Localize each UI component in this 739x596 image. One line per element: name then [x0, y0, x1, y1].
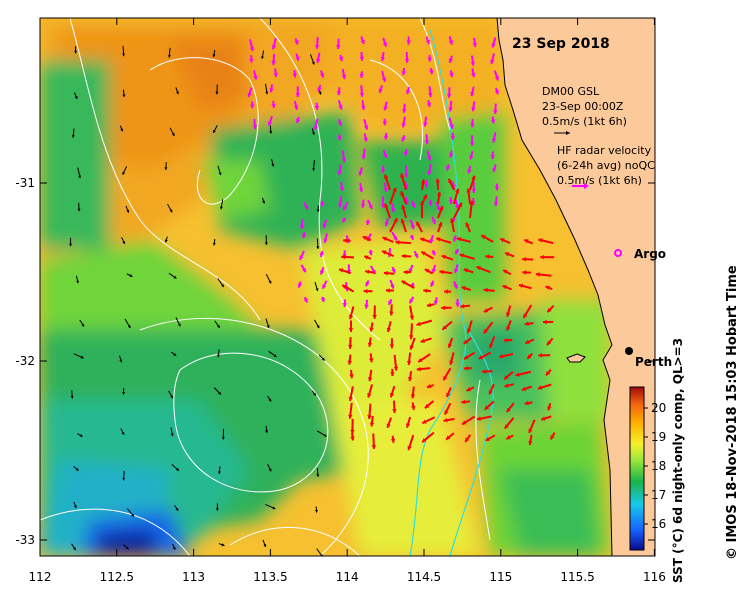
- lon-tick-label: 113: [182, 570, 205, 584]
- lon-tick-label: 115: [489, 570, 512, 584]
- date-title: 23 Sep 2018: [512, 36, 610, 52]
- lon-tick-label: 114: [336, 570, 359, 584]
- argo-label: Argo: [634, 247, 666, 261]
- lon-tick-label: 112: [29, 570, 52, 584]
- lon-tick-label: 116: [643, 570, 666, 584]
- lon-tick-label: 115.5: [560, 570, 594, 584]
- colorbar-tick-label: 17: [651, 488, 666, 502]
- credit-text: © IMOS 18-Nov-2018 15:03 Hobart Time: [725, 265, 739, 560]
- sst-field: [40, 18, 655, 557]
- hf-legend-line2: (6-24h avg) noQC: [557, 159, 655, 172]
- perth-label: Perth: [635, 355, 672, 369]
- lon-tick-label: 114.5: [407, 570, 441, 584]
- colorbar-label: SST (°C) 6d night-only comp, QL>=3: [671, 338, 685, 583]
- hf-radar-legend: HF radar velocity (6-24h avg) noQC 0.5m/…: [557, 144, 655, 189]
- colorbar-tick-label: 19: [651, 430, 666, 444]
- hf-legend-line1: HF radar velocity: [557, 144, 652, 157]
- lat-tick-label: -31: [15, 176, 35, 190]
- colorbar-tick-label: 18: [651, 459, 666, 473]
- lon-tick-label: 113.5: [253, 570, 287, 584]
- hf-legend-line3: 0.5m/s (1kt 6h): [557, 174, 642, 187]
- lon-tick-label: 112.5: [100, 570, 134, 584]
- colorbar-tick-label: 20: [651, 401, 666, 415]
- mooring-legend-line2: 23-Sep 00:00Z: [542, 100, 624, 113]
- mooring-legend-line3: 0.5m/s (1kt 6h): [542, 115, 627, 128]
- lat-tick-label: -32: [15, 354, 35, 368]
- lat-tick-label: -33: [15, 533, 35, 547]
- mooring-legend-line1: DM00 GSL: [542, 85, 600, 98]
- colorbar-tick-label: 16: [651, 517, 666, 531]
